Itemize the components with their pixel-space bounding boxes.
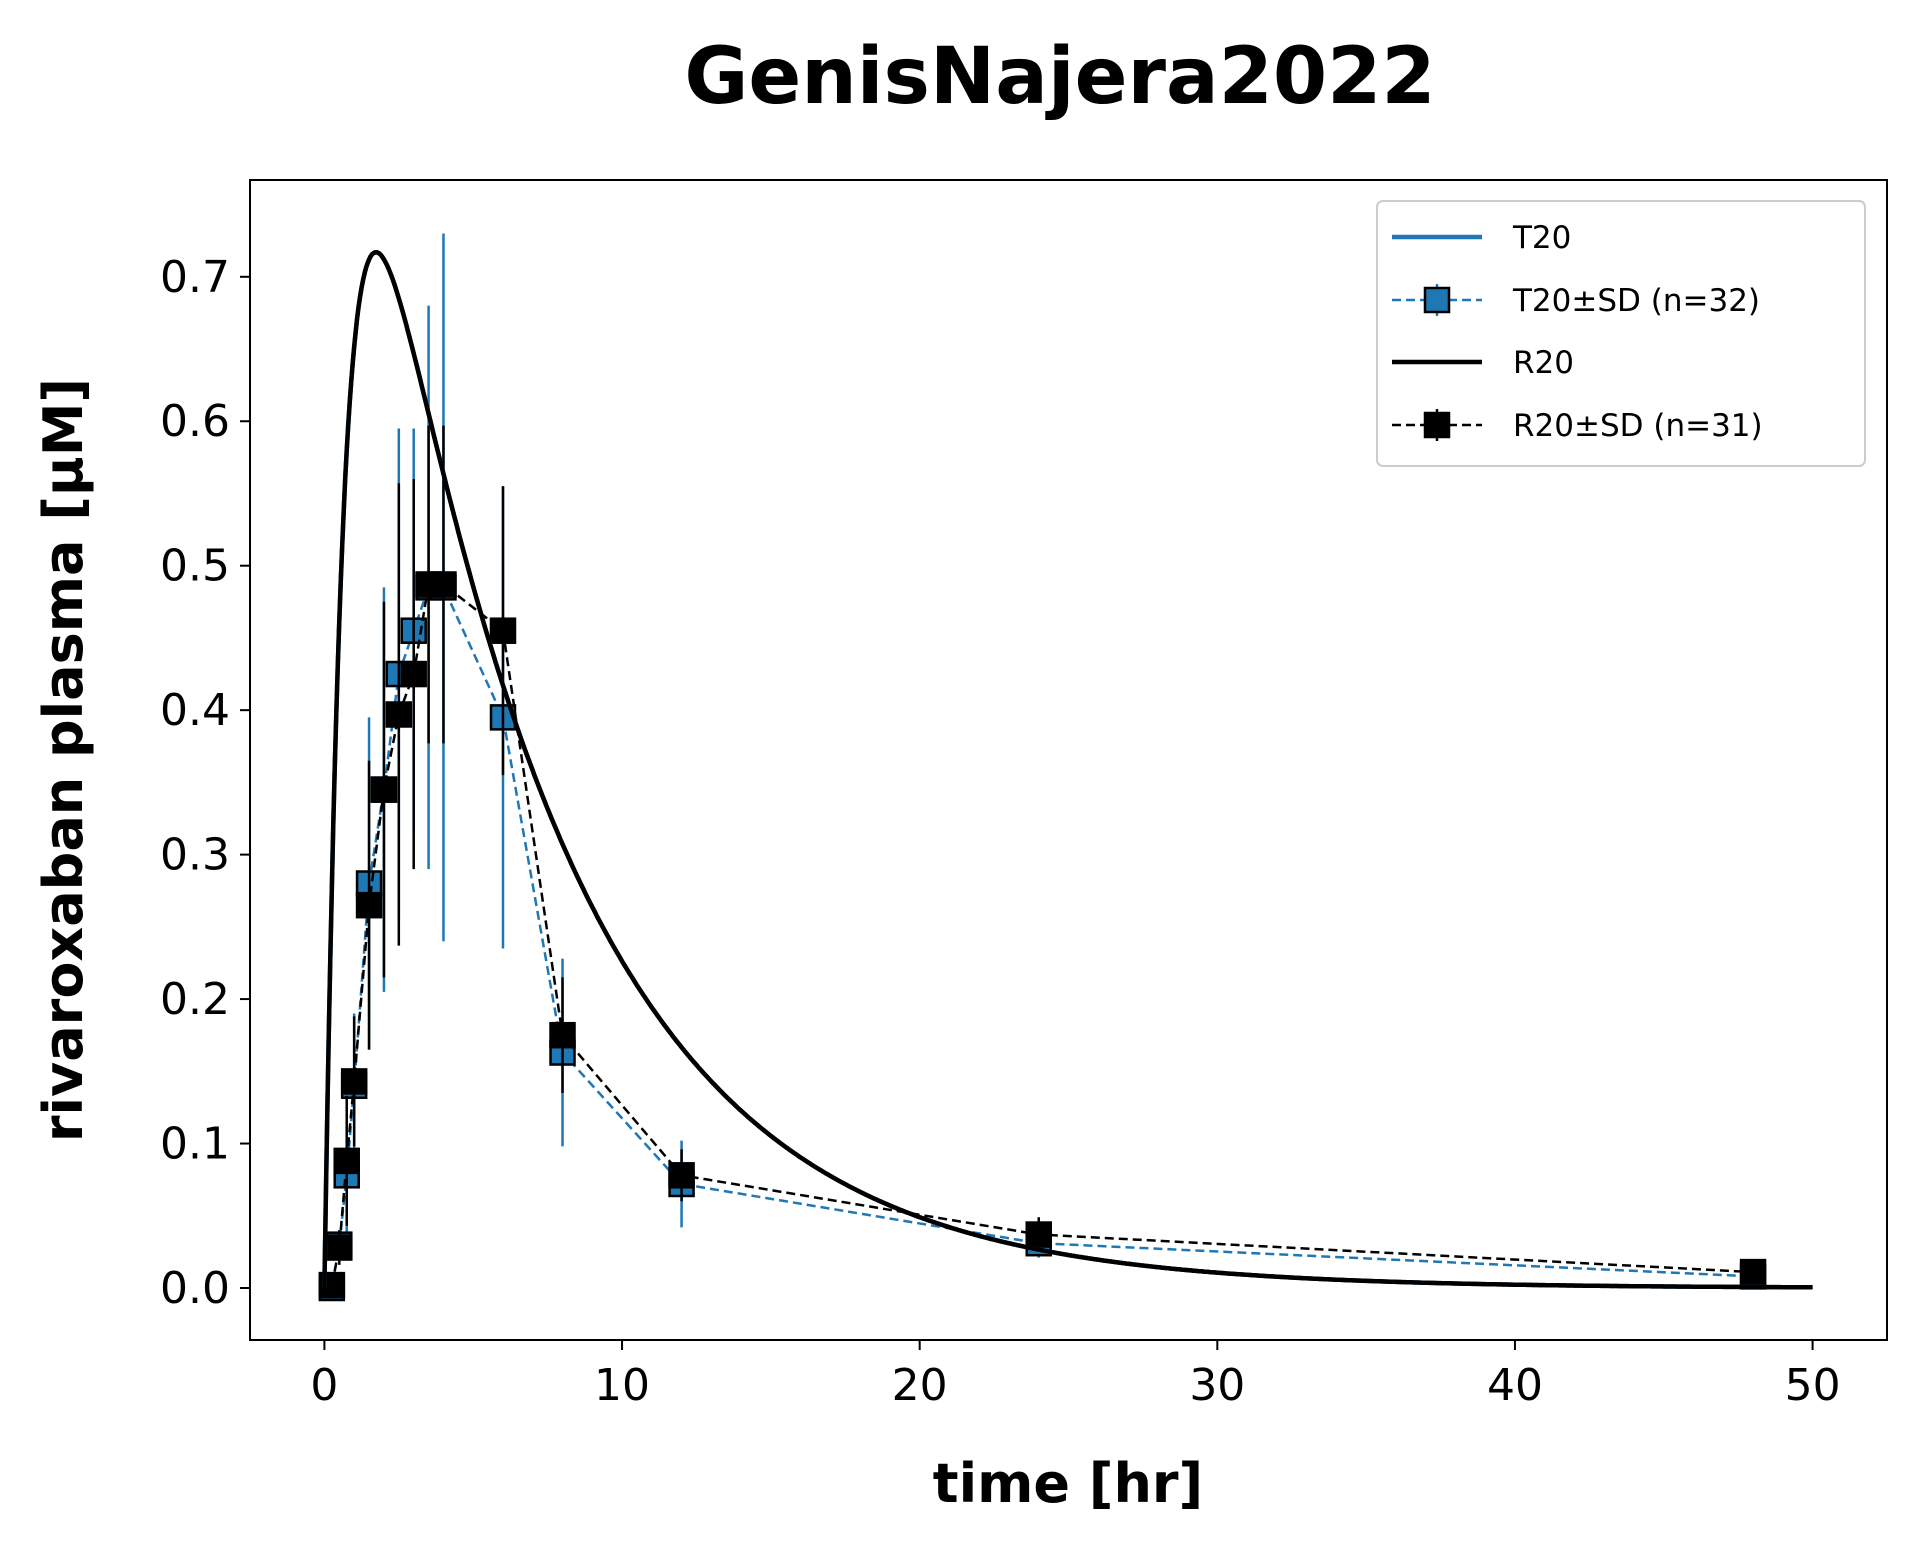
x-tick-label: 30 [1189, 1360, 1245, 1411]
plot-area [318, 233, 1813, 1302]
legend-box [1376, 200, 1866, 467]
data-point [1025, 1221, 1052, 1248]
y-tick-label: 0.5 [160, 541, 230, 592]
x-tick-label: 0 [310, 1360, 338, 1411]
plot-frame [249, 179, 1888, 1341]
legend-marker [1423, 411, 1451, 439]
series-line [330, 586, 1754, 1289]
data-point [400, 660, 427, 688]
data-point [430, 571, 457, 598]
y-tick-label: 0.7 [160, 252, 230, 303]
y-tick-label: 0.4 [160, 685, 230, 736]
x-tick-label: 10 [594, 1360, 650, 1411]
legend-item-R20±SD (n=31): R20±SD (n=31) [1392, 408, 1763, 444]
x-tick-label: 20 [892, 1360, 948, 1411]
legend-label: R20±SD (n=31) [1513, 408, 1763, 444]
legend: T20 T20±SD (n=32) R20 R20±SD (n=31) [1376, 200, 1866, 467]
data-point [355, 891, 383, 919]
y-tick-label: 0.1 [160, 1119, 230, 1170]
x-tick-label: 40 [1487, 1360, 1543, 1411]
y-tick-label: 0.3 [160, 830, 230, 881]
data-point [333, 1147, 360, 1175]
y-tick-label: 0.0 [160, 1263, 230, 1314]
axis-ticks: 0 10 20 30 40 50 0.0 0.1 0.2 0.3 0.4 0.5 0.6 0.7 [160, 252, 1841, 1411]
data-point [370, 776, 398, 803]
x-tick-label: 50 [1785, 1360, 1841, 1411]
data-point [668, 1162, 695, 1189]
y-tick-label: 0.2 [160, 974, 230, 1025]
legend-marker [1423, 286, 1451, 314]
data-point [326, 1234, 353, 1261]
data-point [549, 1021, 576, 1049]
data-point [489, 617, 517, 644]
y-axis-label: rivaroxaban plasma [µM] [32, 378, 95, 1142]
series-R20±SD (n=31) [318, 425, 1767, 1299]
data-point [385, 701, 413, 728]
legend-label: T20 [1512, 220, 1571, 256]
data-point [1739, 1258, 1767, 1286]
model-curve-R20 [322, 250, 1813, 1290]
chart-title: GenisNajera2022 [684, 32, 1435, 122]
legend-label: R20 [1513, 345, 1574, 381]
series-line [330, 583, 1754, 1286]
legend-item-T20±SD (n=32): T20±SD (n=32) [1392, 283, 1760, 319]
legend-item-T20: T20 [1392, 220, 1571, 256]
data-point [340, 1068, 368, 1095]
y-tick-label: 0.6 [160, 396, 230, 447]
legend-label: T20±SD (n=32) [1512, 283, 1760, 319]
legend-item-R20: R20 [1392, 345, 1574, 381]
x-axis-label: time [hr] [933, 1452, 1203, 1515]
